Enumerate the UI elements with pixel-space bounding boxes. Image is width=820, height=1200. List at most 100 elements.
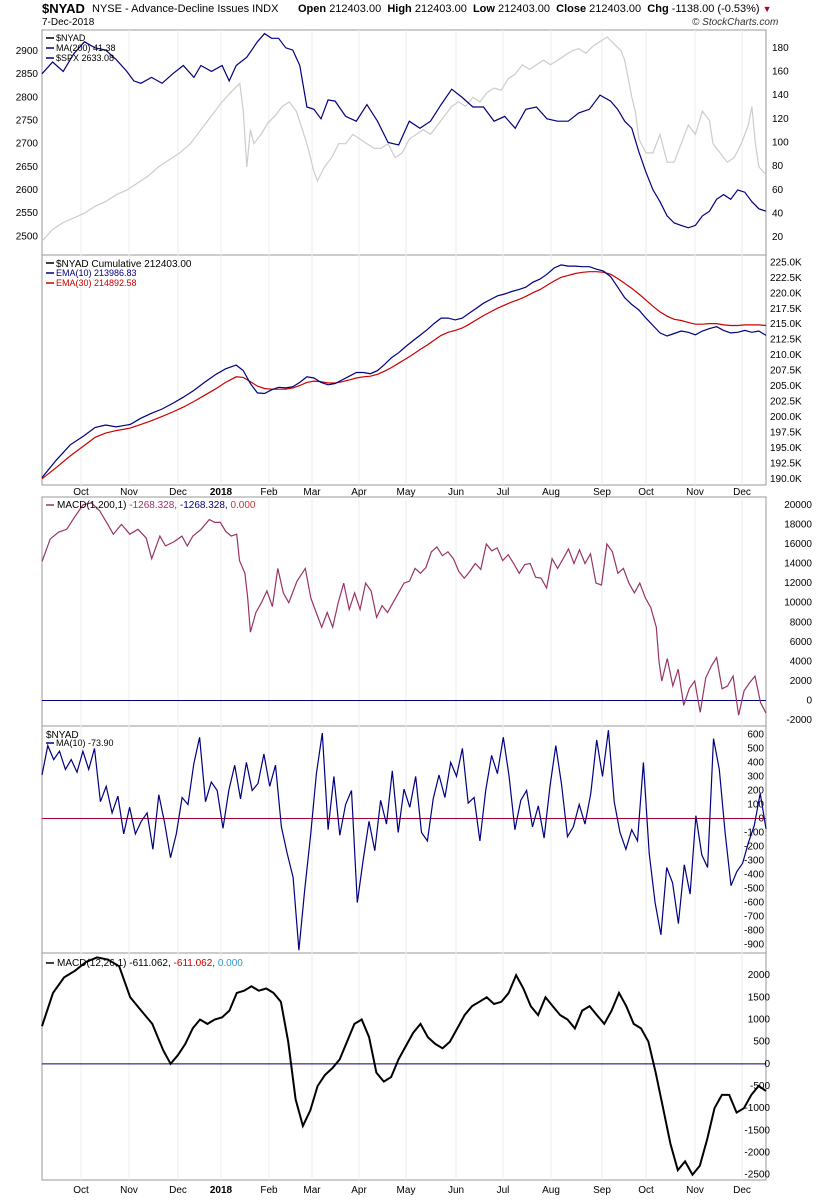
- legend-value: MACD(1,200,1): [57, 500, 129, 511]
- y-tick-label: 1000: [748, 1015, 771, 1026]
- x-tick-label: Dec: [733, 487, 751, 498]
- y-tick-label: -700: [744, 912, 764, 923]
- x-tick-label: 2018: [210, 487, 233, 498]
- x-tick-label: 2018: [210, 1185, 233, 1196]
- x-tick-label: Nov: [686, 1185, 704, 1196]
- legend-value: 0.000: [218, 958, 243, 969]
- x-tick-label: Feb: [260, 1185, 278, 1196]
- y-tick-label: 2600: [16, 185, 39, 196]
- x-tick-label: Feb: [260, 487, 278, 498]
- y-tick-label: 500: [747, 743, 764, 754]
- y-tick-label: -500: [744, 884, 764, 895]
- y-tick-label: 215.0K: [770, 319, 802, 330]
- legend-label: MACD(1,200,1) -1268.328, -1268.328, 0.00…: [57, 500, 256, 511]
- y-tick-label: 207.5K: [770, 366, 802, 377]
- y-tick-label: 12000: [784, 578, 812, 589]
- y-tick-label: 200.0K: [770, 412, 802, 423]
- legend-value: -1268.328,: [180, 500, 231, 511]
- y-tick-label: 197.5K: [770, 427, 802, 438]
- y-tick-label: -600: [744, 898, 764, 909]
- y-tick-label: 2550: [16, 208, 39, 219]
- series-line: [41, 730, 767, 951]
- y-tick-label: 14000: [784, 559, 812, 570]
- y-tick-label: 222.5K: [770, 273, 802, 284]
- y-tick-label: 400: [747, 757, 764, 768]
- y-tick-label: 190.0K: [770, 474, 802, 485]
- y-tick-label: 20000: [784, 500, 812, 511]
- legend-label: $NYAD Cumulative 212403.00: [56, 259, 192, 270]
- y-tick-label: 2000: [790, 676, 813, 687]
- x-tick-label: Nov: [120, 1185, 138, 1196]
- close-label: Close: [556, 3, 587, 15]
- y-tick-label: 6000: [790, 637, 813, 648]
- y-tick-label: -300: [744, 856, 764, 867]
- y-tick-label: 217.5K: [770, 304, 802, 315]
- x-tick-label: Dec: [169, 487, 187, 498]
- chg-value: -1138.00 (-0.53%): [671, 3, 760, 15]
- x-tick-label: May: [397, 1185, 416, 1196]
- x-tick-label: Nov: [686, 487, 704, 498]
- y-tick-label: 20: [772, 232, 784, 243]
- panel-frame: [41, 496, 767, 727]
- x-tick-label: Apr: [351, 1185, 367, 1196]
- panel-frame: [41, 254, 767, 486]
- x-tick-label: Sep: [593, 487, 611, 498]
- y-tick-label: 10000: [784, 598, 812, 609]
- y-tick-label: 16000: [784, 539, 812, 550]
- ticker-description: NYSE - Advance-Decline Issues INDX: [92, 3, 279, 15]
- close-value: 212403.00: [589, 3, 642, 15]
- ohlc-readout: Open 212403.00 High 212403.00 Low 212403…: [298, 3, 772, 15]
- y-tick-label: 600: [747, 729, 764, 740]
- down-arrow-icon: ▼: [762, 4, 772, 14]
- y-tick-label: 212.5K: [770, 335, 802, 346]
- x-tick-label: Sep: [593, 1185, 611, 1196]
- panel-frame: [41, 725, 767, 954]
- x-tick-label: Mar: [303, 1185, 321, 1196]
- x-tick-label: Apr: [351, 487, 367, 498]
- y-tick-label: -2000: [786, 715, 812, 726]
- y-tick-label: 0: [764, 1059, 770, 1070]
- series-line: [41, 502, 767, 716]
- y-tick-label: 18000: [784, 519, 812, 530]
- y-tick-label: -100: [744, 827, 764, 838]
- y-tick-label: -2000: [744, 1148, 770, 1159]
- legend-label: $SPX 2633.08: [56, 53, 114, 63]
- y-tick-label: 202.5K: [770, 397, 802, 408]
- y-tick-label: 500: [753, 1037, 770, 1048]
- x-tick-label: Oct: [638, 487, 654, 498]
- series-line: [41, 264, 767, 478]
- brand-watermark: © StockCharts.com: [692, 17, 779, 28]
- x-tick-label: Oct: [73, 487, 89, 498]
- x-tick-label: Oct: [638, 1185, 654, 1196]
- legend-label: MA(200) 41.38: [56, 43, 116, 53]
- y-tick-label: 2800: [16, 92, 39, 103]
- legend-label: $NYAD: [56, 33, 86, 43]
- y-tick-label: -200: [744, 842, 764, 853]
- chart-date: 7-Dec-2018: [42, 17, 95, 28]
- y-tick-label: 205.0K: [770, 381, 802, 392]
- legend-value: -611.062,: [129, 958, 173, 969]
- open-value: 212403.00: [329, 3, 382, 15]
- open-label: Open: [298, 3, 327, 15]
- y-tick-label: 220.0K: [770, 288, 802, 299]
- y-tick-label: 60: [772, 185, 784, 196]
- y-tick-label: 8000: [790, 617, 813, 628]
- y-tick-label: 300: [747, 771, 764, 782]
- y-tick-label: 80: [772, 161, 784, 172]
- low-label: Low: [472, 3, 495, 15]
- y-tick-label: 2650: [16, 162, 39, 173]
- y-tick-label: 195.0K: [770, 443, 802, 454]
- legend-label: EMA(10) 213986.83: [56, 268, 137, 278]
- legend-label: EMA(30) 214892.58: [56, 278, 137, 288]
- y-tick-label: 2850: [16, 69, 39, 80]
- y-tick-label: -1000: [744, 1103, 770, 1114]
- x-tick-label: Jun: [448, 1185, 464, 1196]
- series-line: [41, 271, 767, 480]
- legend-label: $NYAD: [46, 730, 79, 741]
- y-tick-label: 4000: [790, 656, 813, 667]
- y-tick-label: 100: [747, 799, 764, 810]
- y-tick-label: -400: [744, 870, 764, 881]
- y-tick-label: 2750: [16, 115, 39, 126]
- x-tick-label: Jul: [497, 1185, 510, 1196]
